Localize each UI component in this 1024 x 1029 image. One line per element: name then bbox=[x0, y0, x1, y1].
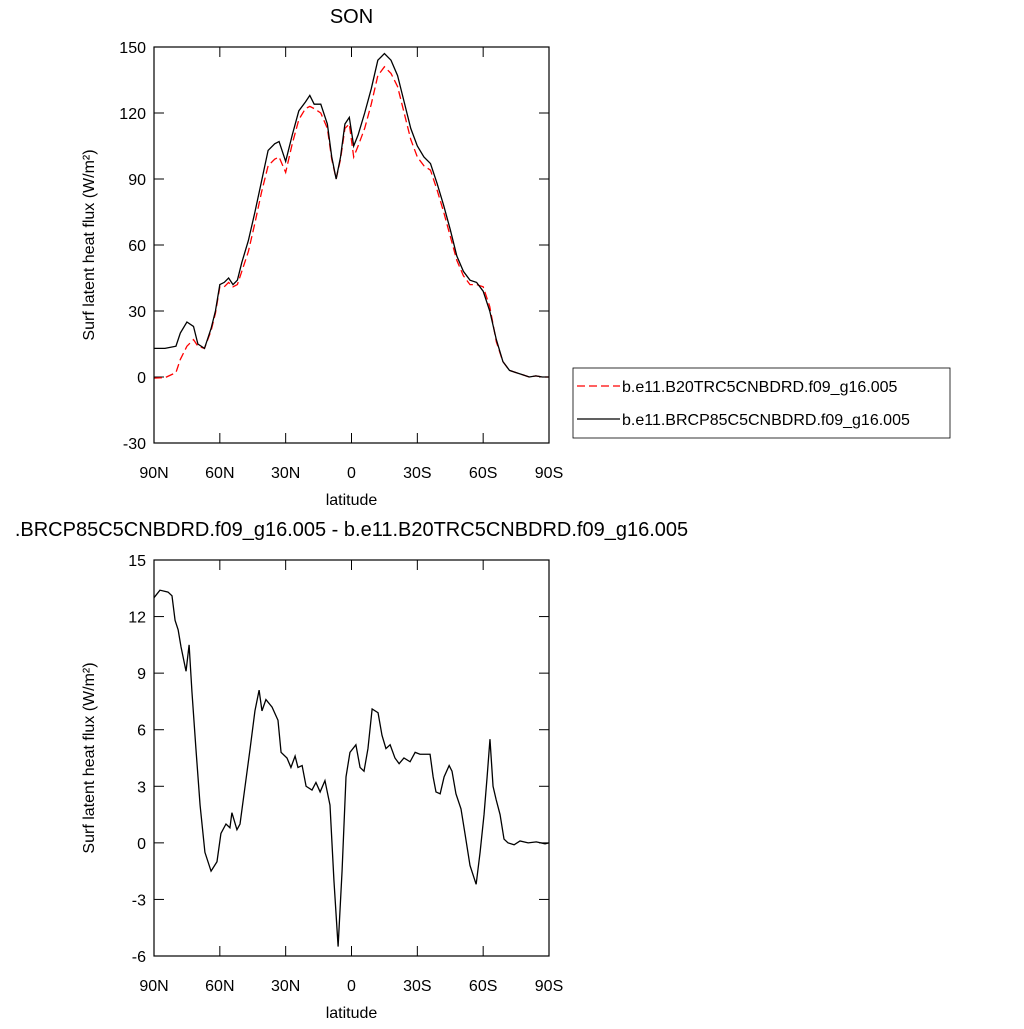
x-axis-label: latitude bbox=[326, 492, 378, 509]
y-tick-label: 0 bbox=[137, 836, 146, 853]
x-tick-label: 30S bbox=[403, 465, 431, 482]
y-tick-label: 60 bbox=[128, 238, 146, 255]
y-tick-label: 90 bbox=[128, 172, 146, 189]
x-tick-label: 60S bbox=[469, 465, 497, 482]
chart-title: SON bbox=[330, 6, 373, 28]
chart-title: .BRCP85C5CNBDRD.f09_g16.005 - b.e11.B20T… bbox=[15, 519, 688, 541]
x-tick-label: 90N bbox=[139, 465, 168, 482]
x-tick-label: 30N bbox=[271, 978, 300, 995]
data-line bbox=[154, 52, 549, 378]
legend-box bbox=[572, 367, 951, 439]
x-tick-label: 30S bbox=[403, 978, 431, 995]
y-tick-label: 3 bbox=[137, 779, 146, 796]
data-line bbox=[153, 589, 550, 947]
y-tick-label: 12 bbox=[128, 610, 146, 627]
y-tick-label: 150 bbox=[119, 40, 146, 57]
y-axis-label: Surf latent heat flux (W/m²) bbox=[81, 149, 98, 340]
legend-label: b.e11.BRCP85C5CNBDRD.f09_g16.005 bbox=[622, 412, 910, 429]
x-tick-label: 90S bbox=[535, 465, 563, 482]
x-tick-label: 30N bbox=[271, 465, 300, 482]
x-tick-label: 60N bbox=[205, 978, 234, 995]
y-tick-label: 15 bbox=[128, 553, 146, 570]
x-tick-label: 0 bbox=[347, 978, 356, 995]
y-tick-label: -30 bbox=[123, 436, 146, 453]
plot-frame bbox=[153, 46, 550, 444]
panel: .BRCP85C5CNBDRD.f09_g16.005 - b.e11.B20T… bbox=[15, 519, 688, 1022]
x-tick-label: 60S bbox=[469, 978, 497, 995]
y-tick-label: 30 bbox=[128, 304, 146, 321]
y-tick-label: 0 bbox=[137, 370, 146, 387]
y-tick-label: -6 bbox=[132, 949, 146, 966]
y-tick-label: 120 bbox=[119, 106, 146, 123]
panel: SON latitude Surf latent heat flux (W/m²) -… bbox=[81, 6, 951, 509]
x-tick-label: 90S bbox=[535, 978, 563, 995]
y-axis-label: Surf latent heat flux (W/m²) bbox=[81, 662, 98, 853]
y-tick-label: -3 bbox=[132, 892, 146, 909]
x-tick-label: 0 bbox=[347, 465, 356, 482]
x-axis-label: latitude bbox=[326, 1005, 378, 1022]
y-tick-label: 9 bbox=[137, 666, 146, 683]
x-tick-label: 60N bbox=[205, 465, 234, 482]
data-line bbox=[153, 65, 549, 379]
x-tick-label: 90N bbox=[139, 978, 168, 995]
plot-frame bbox=[153, 559, 550, 957]
legend-label: b.e11.B20TRC5CNBDRD.f09_g16.005 bbox=[622, 379, 898, 396]
y-tick-label: 6 bbox=[137, 723, 146, 740]
